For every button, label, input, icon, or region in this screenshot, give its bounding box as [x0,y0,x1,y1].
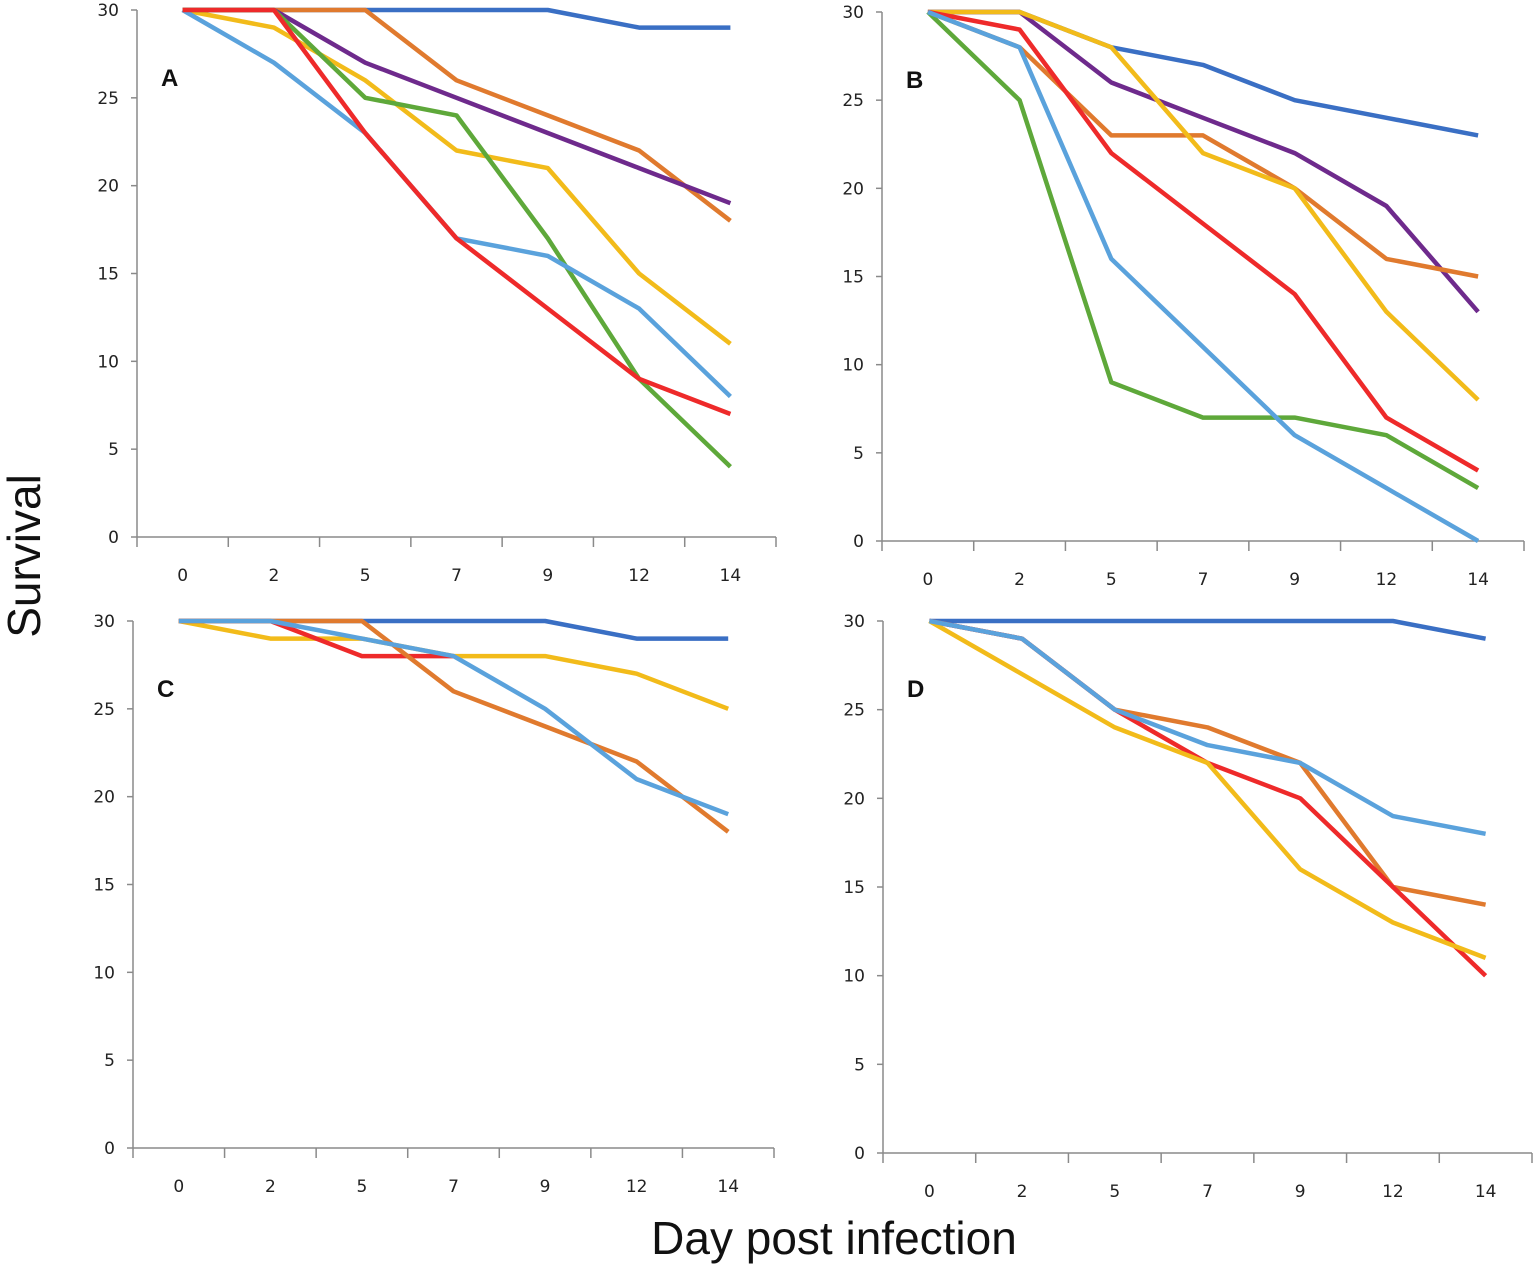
y-tick-label: 30 [97,1,119,21]
x-tick-label: 12 [1382,1182,1404,1202]
series-line-yellow [182,7,732,346]
series-line-light-blue [178,618,730,817]
x-tick-label: 0 [924,1182,935,1202]
series-line-red [178,618,454,659]
y-tick-label: 5 [854,1055,865,1075]
x-tick-label: 9 [1289,570,1300,590]
panel-label: A [161,65,178,92]
series-line-red [927,9,1480,473]
x-tick-label: 9 [540,1177,551,1197]
x-tick-label: 5 [1109,1182,1120,1202]
panel-label: D [907,676,924,703]
series-line-red [928,618,1488,978]
y-tick-label: 0 [853,532,864,552]
x-tick-label: 12 [1376,570,1398,590]
x-tick-label: 2 [265,1177,276,1197]
y-tick-label: 10 [93,963,115,983]
y-tick-label: 15 [93,876,115,896]
x-tick-label: 5 [357,1177,368,1197]
series-line-light-blue [181,8,732,399]
x-tick-label: 0 [177,566,188,586]
x-axis-title: Day post infection [651,1212,1017,1264]
y-tick-label: 25 [843,701,865,721]
y-tick-label: 5 [853,444,864,464]
series-line-orange [927,9,1479,279]
series-line-light-blue [927,9,1480,543]
x-tick-label: 0 [173,1177,184,1197]
y-tick-label: 10 [842,356,864,376]
y-tick-label: 25 [93,700,115,720]
x-tick-label: 7 [448,1177,459,1197]
series-line-purple [182,7,732,206]
x-tick-label: 2 [1014,570,1025,590]
x-tick-label: 12 [628,566,650,586]
series-line-purple [927,9,1480,314]
series-line-yellow [928,619,1487,961]
y-tick-label: 10 [843,967,865,987]
series-line-orange [178,618,730,834]
y-tick-label: 20 [843,789,865,809]
x-tick-label: 5 [360,566,371,586]
x-tick-label: 0 [922,570,933,590]
x-tick-label: 2 [269,566,280,586]
x-tick-label: 14 [720,566,742,586]
series-line-red [182,7,732,417]
series-line-green [926,10,1480,491]
series-line-dark-blue [929,618,1487,641]
x-tick-label: 14 [717,1177,739,1197]
y-tick-label: 15 [97,265,119,285]
y-tick-label: 20 [97,177,119,197]
series-line-light-blue [928,618,1487,837]
y-tick-label: 15 [843,878,865,898]
y-tick-label: 0 [854,1144,865,1164]
y-tick-label: 15 [842,268,864,288]
series-line-yellow [927,9,1480,402]
x-tick-label: 7 [1198,570,1209,590]
x-tick-label: 14 [1475,1182,1497,1202]
x-tick-label: 12 [626,1177,648,1197]
y-tick-label: 25 [842,91,864,111]
x-tick-label: 9 [542,566,553,586]
y-tick-label: 0 [108,528,119,548]
y-tick-label: 10 [97,352,119,372]
y-tick-label: 20 [842,179,864,199]
x-tick-label: 7 [1202,1182,1213,1202]
y-tick-label: 0 [104,1139,115,1159]
x-tick-label: 2 [1017,1182,1028,1202]
y-tick-label: 5 [108,440,119,460]
x-tick-label: 7 [451,566,462,586]
y-tick-label: 20 [93,788,115,808]
x-tick-label: 5 [1106,570,1117,590]
x-tick-label: 9 [1295,1182,1306,1202]
y-tick-label: 30 [93,612,115,632]
series-line-yellow [178,618,730,711]
y-axis-title: Survival [0,474,50,638]
y-tick-label: 30 [842,3,864,23]
panel-label: B [906,67,923,94]
x-tick-label: 14 [1467,570,1489,590]
y-tick-label: 25 [97,89,119,109]
y-tick-label: 30 [843,612,865,632]
y-tick-label: 5 [104,1051,115,1071]
panel-label: C [157,676,174,703]
